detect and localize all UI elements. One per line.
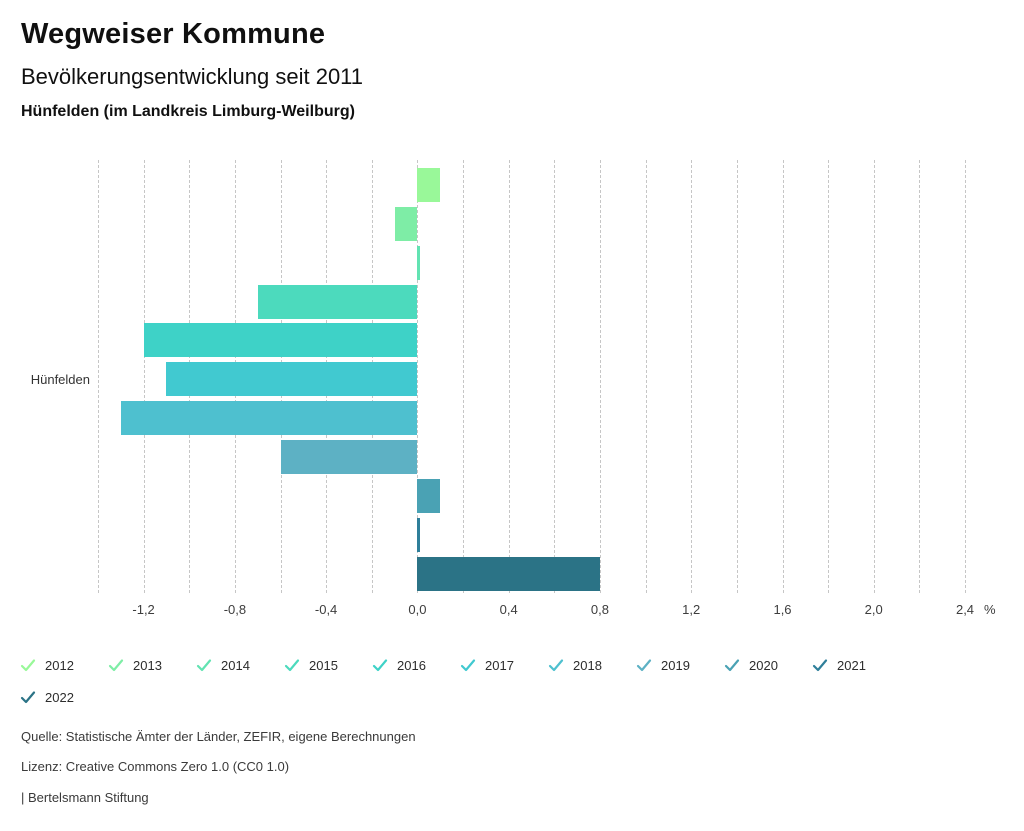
legend-item-2020[interactable]: 2020 (724, 657, 778, 673)
gridline (417, 160, 419, 593)
bar-2021 (417, 517, 421, 552)
legend-item-label: 2018 (573, 657, 602, 673)
x-axis-tick: -1,2 (132, 602, 155, 617)
legend-item-2021[interactable]: 2021 (812, 657, 866, 673)
legend-item-2017[interactable]: 2017 (460, 657, 514, 673)
chart-location-subtitle: Hünfelden (im Landkreis Limburg-Weilburg… (21, 103, 355, 120)
legend-item-label: 2022 (45, 689, 74, 705)
legend-item-2013[interactable]: 2013 (108, 657, 162, 673)
gridline (645, 160, 647, 593)
bar-2015 (257, 284, 418, 319)
legend-item-label: 2017 (485, 657, 514, 673)
legend-item-label: 2020 (749, 657, 778, 673)
bar-2014 (417, 245, 421, 280)
attribution-text: | Bertelsmann Stiftung (21, 790, 149, 805)
legend-item-label: 2015 (309, 657, 338, 673)
legend-item-2015[interactable]: 2015 (284, 657, 338, 673)
bar-2020 (417, 478, 441, 513)
check-icon (724, 657, 740, 673)
x-axis-unit-label: % (984, 602, 996, 617)
check-icon (636, 657, 652, 673)
check-icon (20, 689, 36, 705)
check-icon (548, 657, 564, 673)
bar-2017 (166, 362, 418, 397)
check-icon (108, 657, 124, 673)
bar-2018 (120, 401, 418, 436)
chart-title: Bevölkerungsentwicklung seit 2011 (21, 64, 364, 89)
gridline (143, 160, 145, 593)
gridline (508, 160, 510, 593)
x-axis-tick: 2,0 (864, 602, 883, 617)
gridline (965, 160, 966, 593)
check-icon (460, 657, 476, 673)
gridline (873, 160, 875, 593)
legend-item-2012[interactable]: 2012 (20, 657, 74, 673)
app-title: Wegweiser Kommune (21, 18, 326, 50)
legend-item-2018[interactable]: 2018 (548, 657, 602, 673)
check-icon (284, 657, 300, 673)
bar-2016 (143, 323, 418, 358)
legend-item-label: 2014 (221, 657, 250, 673)
gridline (98, 160, 99, 593)
bar-2013 (394, 206, 418, 241)
legend-item-label: 2013 (133, 657, 162, 673)
source-text: Quelle: Statistische Ämter der Länder, Z… (21, 729, 416, 744)
gridline (554, 160, 556, 593)
check-icon (372, 657, 388, 673)
x-axis-tick: 0,0 (408, 602, 427, 617)
gridline (736, 160, 738, 593)
category-label: Hünfelden (30, 372, 90, 387)
bar-2019 (280, 439, 418, 474)
legend-item-2022[interactable]: 2022 (20, 689, 74, 705)
legend-item-label: 2016 (397, 657, 426, 673)
legend-item-label: 2012 (45, 657, 74, 673)
legend-item-label: 2019 (661, 657, 690, 673)
legend-item-2019[interactable]: 2019 (636, 657, 690, 673)
legend-item-2014[interactable]: 2014 (196, 657, 250, 673)
check-icon (20, 657, 36, 673)
gridline (828, 160, 830, 593)
x-axis-tick: 2,4 (955, 602, 975, 617)
gridline (691, 160, 693, 593)
gridline (599, 160, 601, 593)
check-icon (812, 657, 828, 673)
x-axis-tick: -0,8 (223, 602, 247, 617)
gridline (782, 160, 784, 593)
gridline (919, 160, 921, 593)
legend-item-label: 2021 (837, 657, 866, 673)
x-axis-tick: -0,4 (314, 602, 338, 617)
license-text: Lizenz: Creative Commons Zero 1.0 (CC0 1… (21, 759, 290, 774)
gridline (463, 160, 464, 593)
x-axis-tick: 1,2 (682, 602, 701, 617)
check-icon (196, 657, 212, 673)
x-axis-tick: 1,6 (773, 602, 792, 617)
x-axis-tick: 0,8 (590, 602, 609, 617)
legend-item-2016[interactable]: 2016 (372, 657, 426, 673)
bar-2022 (417, 556, 600, 591)
bar-2012 (417, 168, 441, 202)
x-axis-tick: 0,4 (499, 602, 518, 617)
